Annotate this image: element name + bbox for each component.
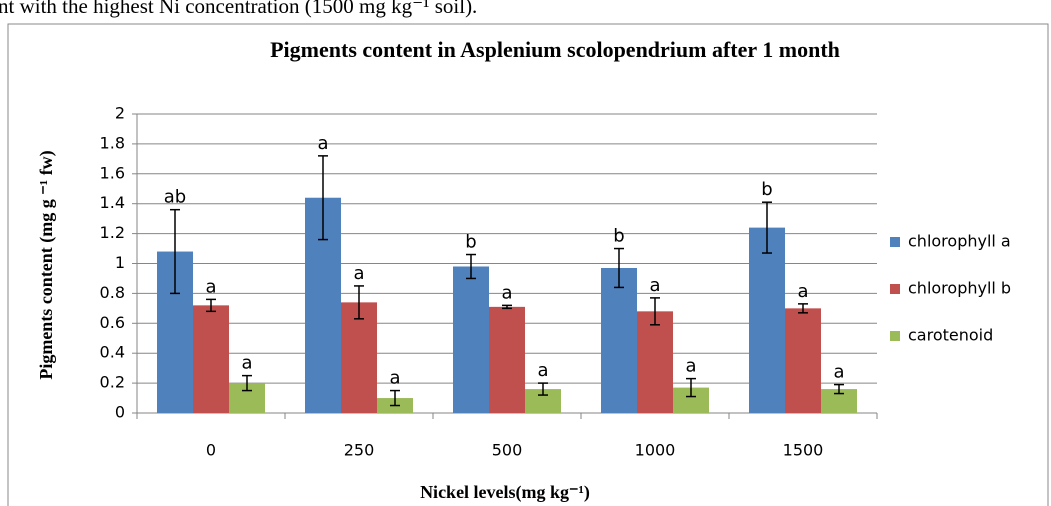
significance-label: b [465,232,476,253]
y-tick-label: 0.6 [100,313,125,332]
y-tick-label: 0.8 [100,283,125,302]
bar [637,311,673,413]
bar [341,302,377,413]
x-tick-label: 250 [344,441,375,460]
chart-frame [7,23,1049,506]
bar [749,227,785,413]
legend-label: carotenoid [908,326,993,345]
bar [193,305,229,413]
x-tick-label: 1500 [783,441,824,460]
significance-label: ab [164,187,186,208]
x-axis-label: Nickel levels(mg kg⁻¹) [420,482,590,503]
y-tick-label: 1 [115,253,125,272]
y-tick-label: 0 [115,403,125,422]
header-text: nt with the highest Ni concentration (15… [0,0,477,18]
significance-label: b [613,226,624,247]
y-tick-label: 2 [115,104,125,123]
significance-label: a [317,133,328,154]
significance-label: a [205,276,216,297]
significance-label: a [649,275,660,296]
significance-label: a [241,353,252,374]
y-axis-label: Pigments content (mg g ⁻¹ fw) [36,150,57,379]
x-tick-label: 1000 [635,441,676,460]
significance-label: b [761,179,772,200]
legend-label: chlorophyll b [908,279,1011,298]
y-tick-label: 1.8 [100,133,125,152]
legend-label: chlorophyll a [908,232,1011,251]
significance-label: a [389,368,400,389]
significance-label: a [685,356,696,377]
legend-swatch [890,237,900,247]
legend-swatch [890,331,900,341]
significance-label: a [797,281,808,302]
y-tick-label: 1.4 [100,193,125,212]
bar [489,306,525,413]
chart-title: Pigments content in Asplenium scolopendr… [270,37,840,62]
x-tick-label: 0 [206,441,216,460]
x-tick-label: 500 [492,441,523,460]
significance-label: a [501,282,512,303]
legend-swatch [890,284,900,294]
bar [821,389,857,413]
y-tick-label: 1.6 [100,163,125,182]
significance-label: a [353,263,364,284]
y-tick-label: 0.2 [100,373,125,392]
significance-label: a [537,360,548,381]
bar [785,308,821,413]
y-tick-label: 1.2 [100,223,125,242]
y-tick-label: 0.4 [100,343,125,362]
bar [453,266,489,413]
significance-label: a [833,362,844,383]
bar [525,389,561,413]
bar [601,267,637,413]
